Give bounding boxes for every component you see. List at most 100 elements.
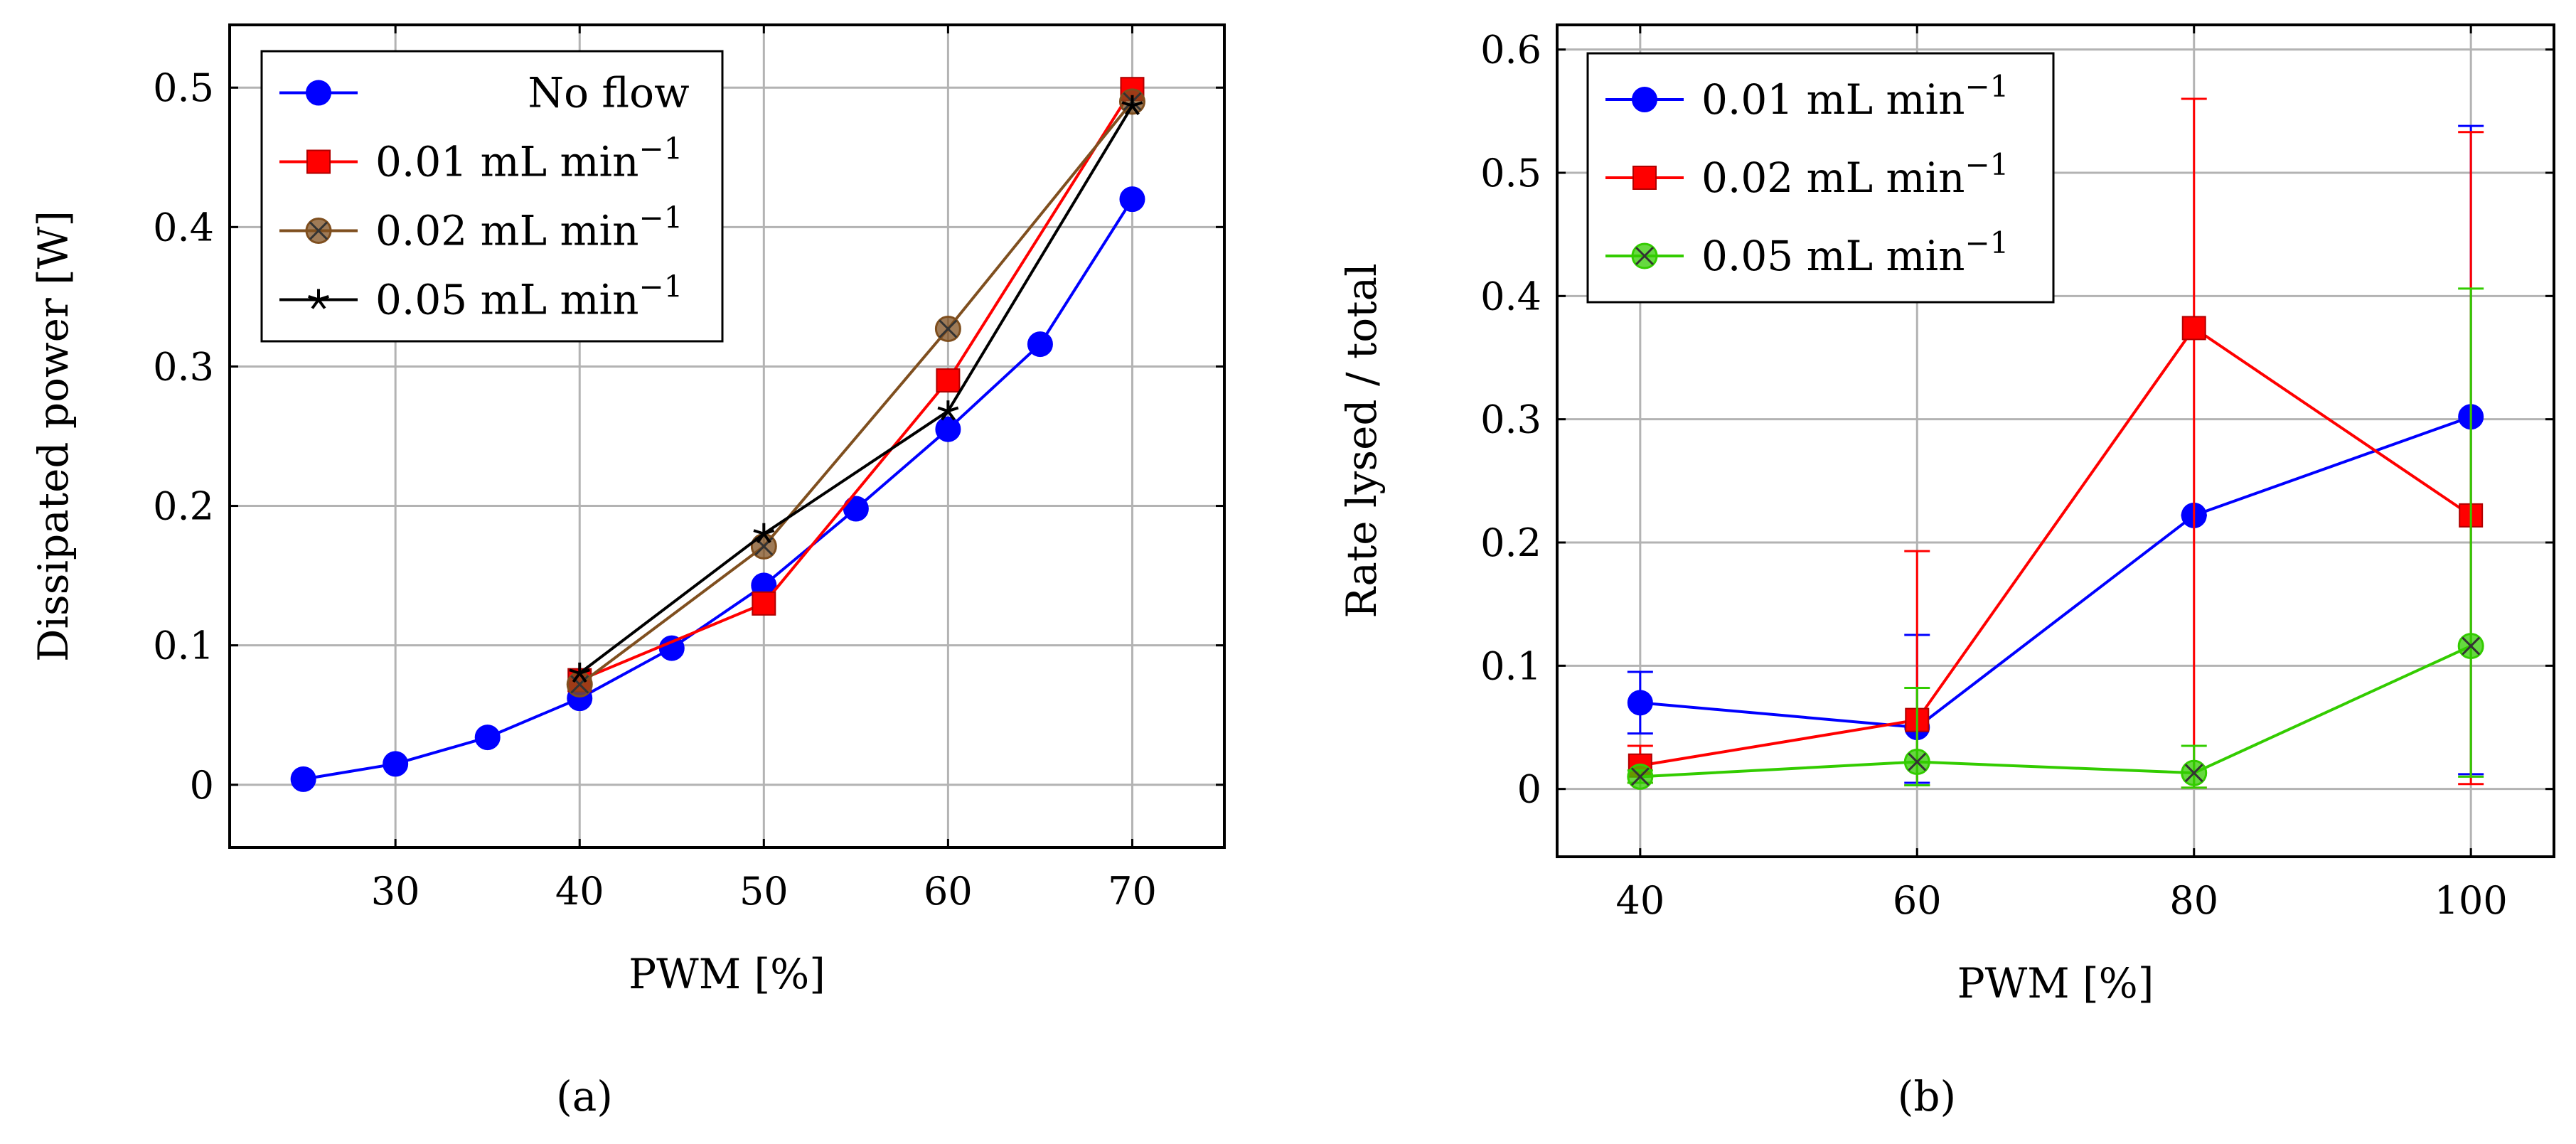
chart-b-series-line-0 xyxy=(1640,415,2471,729)
chart-a-xtick-label-3: 60 xyxy=(924,869,973,914)
chart-a-caption: (a) xyxy=(556,1072,613,1121)
chart-a-legend-marker-2 xyxy=(305,218,332,244)
chart-b-legend-label-0: 0.01 mL min−1 xyxy=(1701,69,2009,124)
chart-a-series-line-3 xyxy=(579,105,1134,675)
chart-a-point-3-1 xyxy=(753,523,775,544)
chart-b-legend-label-2: 0.05 mL min−1 xyxy=(1701,225,2009,280)
chart-a-point-3-2-ray xyxy=(940,410,950,421)
chart-a-point-3-2 xyxy=(937,400,959,421)
chart-b-point-2-3-cross-b xyxy=(2462,636,2481,656)
chart-a-ytick-label-1: 0.1 xyxy=(153,624,214,668)
chart-a-legend-marker-3-ray xyxy=(308,294,319,301)
chart-b-xtick-label-3: 100 xyxy=(2435,878,2508,923)
chart-b-legend-marker-2 xyxy=(1631,242,1658,269)
chart-a-point-2-2 xyxy=(934,316,961,343)
chart-b-legend-marker-0 xyxy=(1632,87,1657,112)
chart-a-ytick-label-2: 0.2 xyxy=(153,484,214,529)
chart-b-xtick-label-0: 40 xyxy=(1615,878,1664,923)
chart-b-ylabel: Rate lysed / total xyxy=(1337,263,1386,618)
chart-a-point-3-3-ray xyxy=(1131,101,1143,107)
chart-b-point-2-1 xyxy=(1903,749,1930,776)
chart-b-ytick-label-1: 0.1 xyxy=(1480,643,1541,688)
chart-a-point-3-0 xyxy=(569,662,591,683)
chart-a-point-3-0-ray xyxy=(579,668,591,675)
chart-a-point-3-3-ray xyxy=(1131,105,1140,116)
chart-a-point-2-0 xyxy=(566,671,593,698)
chart-b-point-2-2 xyxy=(2181,759,2208,786)
chart-b-xtick-label-2: 80 xyxy=(2169,878,2218,923)
chart-a-legend-label-2: 0.02 mL min−1 xyxy=(375,201,683,255)
chart-a-point-0-8 xyxy=(1027,331,1053,358)
chart-a-series-line-0 xyxy=(303,198,1134,781)
chart-b-series-line-2 xyxy=(1640,644,2472,779)
chart-a-legend-marker-3-ray xyxy=(311,299,320,309)
chart-a-point-0-0 xyxy=(290,766,316,792)
chart-a-xtick-label-2: 50 xyxy=(739,869,789,914)
chart-b-ytick-label-3: 0.3 xyxy=(1480,397,1541,442)
chart-a-point-0-2 xyxy=(474,725,501,751)
chart-b-ytick-label-0: 0 xyxy=(1517,767,1541,812)
chart-a-point-3-1-ray xyxy=(756,533,765,544)
chart-b-legend-marker-2-cross-b xyxy=(1635,246,1655,266)
chart-a-point-3-2-ray xyxy=(946,410,956,421)
chart-a-axes-frame xyxy=(228,23,1226,849)
chart-b-xlabel: PWM [%] xyxy=(1957,959,2154,1007)
chart-a-point-3-1-ray xyxy=(753,529,764,535)
chart-a-ytick-label-5: 0.5 xyxy=(153,65,214,110)
chart-a-point-2-2-cross-b xyxy=(939,319,958,338)
chart-a-point-3-0-ray xyxy=(569,668,580,675)
chart-a-point-0-1 xyxy=(383,751,409,777)
chart-a-legend-box xyxy=(260,50,724,343)
chart-b-point-1-2 xyxy=(2181,316,2206,341)
chart-a-xtick-label-1: 40 xyxy=(555,869,604,914)
chart-a-point-0-9 xyxy=(1119,186,1145,213)
chart-b-ytick-label-4: 0.4 xyxy=(1480,274,1541,319)
chart-a: 30 40 50 60 70 0 0.1 0.2 0.3 0.4 0.5 PWM [%] Dissipa… xyxy=(29,23,1226,1121)
chart-b-point-0-0 xyxy=(1627,690,1653,716)
chart-a-point-3-0-ray xyxy=(572,672,581,683)
chart-a-series-0-01-ml-min-1 xyxy=(567,77,1145,693)
chart-b-point-2-3 xyxy=(2457,633,2484,660)
chart-a-ytick-label-4: 0.4 xyxy=(153,205,214,250)
chart-b: 40 60 80 100 0 0.1 0.2 0.3 0.4 0.5 0.6 PWM [%] Rate … xyxy=(1337,23,2555,1121)
chart-b-xtick-label-1: 60 xyxy=(1893,878,1942,923)
chart-a-point-3-1-ray xyxy=(763,529,775,535)
chart-a-point-1-1 xyxy=(752,591,776,616)
chart-b-legend-marker-1 xyxy=(1632,166,1657,190)
chart-b-legend-label-1: 0.02 mL min−1 xyxy=(1701,147,2009,202)
chart-a-xlabel: PWM [%] xyxy=(629,950,825,998)
chart-b-axes-frame xyxy=(1556,23,2555,858)
chart-a-point-3-1-ray xyxy=(762,533,771,544)
chart-a-legend-label-0: No flow xyxy=(528,69,689,117)
chart-a-point-3-3 xyxy=(1121,95,1143,116)
chart-a-xtick-label-0: 30 xyxy=(371,869,420,914)
chart-b-series-line-1 xyxy=(1640,326,2472,767)
chart-b-ytick-label-6: 0.6 xyxy=(1480,28,1541,73)
chart-a-point-3-0-ray xyxy=(578,672,587,683)
chart-a-point-2-1 xyxy=(750,533,777,560)
chart-a-legend-marker-3-ray xyxy=(318,294,329,301)
chart-a-series-0-05-ml-min-1 xyxy=(569,95,1143,683)
chart-a-point-0-7 xyxy=(935,416,961,442)
chart-b-point-2-0-cross-b xyxy=(1630,767,1650,786)
chart-b-point-2-1-cross-b xyxy=(1908,752,1927,771)
chart-a-legend-marker-3 xyxy=(308,289,329,309)
chart-a-point-3-3-ray xyxy=(1125,105,1134,116)
chart-b-point-2-2-cross-b xyxy=(2184,764,2203,783)
chart-b-point-2-0 xyxy=(1627,763,1654,790)
chart-b-ytick-label-2: 0.2 xyxy=(1480,520,1541,565)
chart-a-point-3-2-ray xyxy=(937,406,949,413)
chart-a-point-3-2-ray xyxy=(947,406,959,413)
chart-a-legend-marker-1 xyxy=(306,149,331,174)
chart-a-legend-label-1: 0.01 mL min−1 xyxy=(375,132,683,186)
chart-b-legend-box xyxy=(1586,52,2055,304)
chart-a-legend: No flow 0.01 mL min−1 0.02 mL min−1 0.05 mL… xyxy=(260,50,724,343)
chart-b-ytick-label-5: 0.5 xyxy=(1480,151,1541,196)
chart-a-point-3-3-ray xyxy=(1121,101,1133,107)
chart-a-point-1-2 xyxy=(936,368,961,393)
chart-b-series-0-05-ml-min-1 xyxy=(1627,287,2484,790)
chart-a-xtick-label-4: 70 xyxy=(1108,869,1157,914)
chart-a-legend-marker-2-cross-b xyxy=(309,221,328,240)
chart-a-series-line-1 xyxy=(579,88,1134,682)
chart-b-legend: 0.01 mL min−1 0.02 mL min−1 0.05 mL min−1 xyxy=(1586,52,2055,304)
